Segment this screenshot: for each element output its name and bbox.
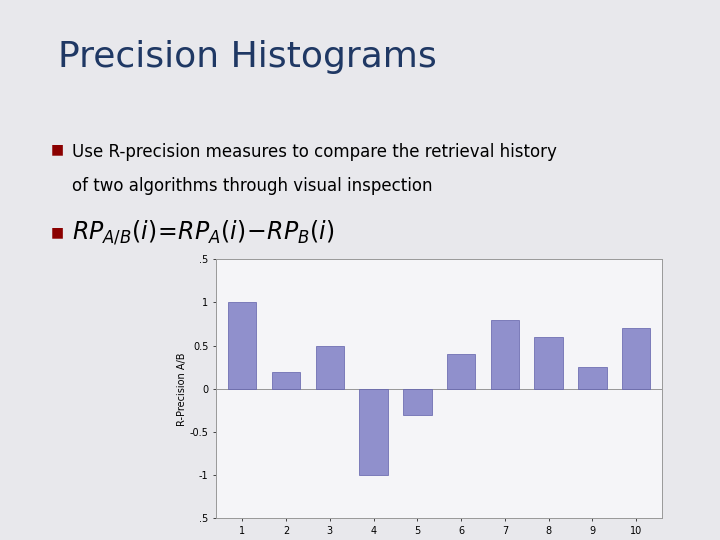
Bar [228,302,256,389]
Bar [578,367,607,389]
Text: Precision Histograms: Precision Histograms [58,40,436,74]
Text: ■: ■ [50,226,63,240]
Bar [403,389,431,415]
Bar [447,354,475,389]
Text: $RP_{A/B}(i)\!=\!RP_{A}(i)\!-\!RP_{B}(i)$: $RP_{A/B}(i)\!=\!RP_{A}(i)\!-\!RP_{B}(i)… [72,219,335,247]
Bar [490,320,519,389]
Y-axis label: R-Precision A/B: R-Precision A/B [176,352,186,426]
Bar [359,389,388,475]
Bar [622,328,650,389]
Text: of two algorithms through visual inspection: of two algorithms through visual inspect… [72,177,433,195]
Bar [534,337,563,389]
Bar [315,346,344,389]
Text: Use R-precision measures to compare the retrieval history: Use R-precision measures to compare the … [72,143,557,161]
Text: ■: ■ [50,143,63,157]
Bar [272,372,300,389]
